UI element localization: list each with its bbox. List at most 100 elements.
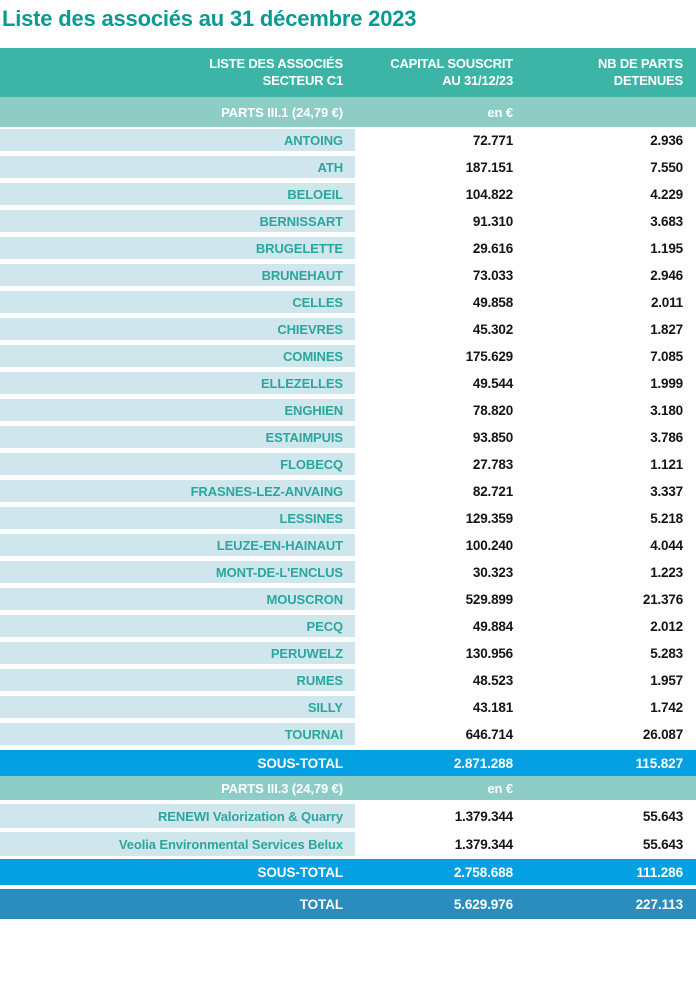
parts-value: 2.012 <box>520 618 696 634</box>
associate-name-cell: PERUWELZ <box>0 642 355 664</box>
associate-name: ESTAIMPUIS <box>265 429 344 445</box>
associate-name: MONT-DE-L'ENCLUS <box>215 564 343 580</box>
capital-value: 73.033 <box>355 267 520 283</box>
associate-name: ENGHIEN <box>284 402 343 418</box>
associate-name: FRASNES-LEZ-ANVAING <box>190 483 344 499</box>
associate-name-cell: ELLEZELLES <box>0 372 355 394</box>
capital-value: 48.523 <box>355 672 520 688</box>
subtotal-label: SOUS-TOTAL <box>257 755 344 771</box>
parts-value: 3.683 <box>520 213 696 229</box>
associate-name-cell: CELLES <box>0 291 355 313</box>
table-row: CELLES 49.858 2.011 <box>0 291 696 313</box>
table-row: PECQ 49.884 2.012 <box>0 615 696 637</box>
capital-value: 93.850 <box>355 429 520 445</box>
table-row: BERNISSART 91.310 3.683 <box>0 210 696 232</box>
table-row: ESTAIMPUIS 93.850 3.786 <box>0 426 696 448</box>
capital-value: 29.616 <box>355 240 520 256</box>
associate-name: TOURNAI <box>284 726 343 742</box>
parts-value: 1.999 <box>520 375 696 391</box>
associate-name: BRUGELETTE <box>255 240 343 256</box>
section2-label: PARTS III.3 (24,79 €) <box>221 780 343 796</box>
associate-name-cell: BRUGELETTE <box>0 237 355 259</box>
header-col-associates: LISTE DES ASSOCIÉS SECTEUR C1 <box>0 56 355 89</box>
parts-value: 1.827 <box>520 321 696 337</box>
capital-value: 27.783 <box>355 456 520 472</box>
associate-name: LEUZE-EN-HAINAUT <box>216 537 343 553</box>
capital-value: 72.771 <box>355 132 520 148</box>
subtotal-capital-value: 2.871.288 <box>453 755 513 771</box>
total-capital-value: 5.629.976 <box>453 896 513 912</box>
associate-name-cell: ANTOING <box>0 129 355 151</box>
table-row: LEUZE-EN-HAINAUT 100.240 4.044 <box>0 534 696 556</box>
table-row: TOURNAI 646.714 26.087 <box>0 723 696 745</box>
table-row: ANTOING 72.771 2.936 <box>0 129 696 151</box>
associate-name: BRUNEHAUT <box>261 267 344 283</box>
table-row: BRUGELETTE 29.616 1.195 <box>0 237 696 259</box>
capital-value: 529.899 <box>355 591 520 607</box>
associate-name-cell: TOURNAI <box>0 723 355 745</box>
header-col-capital-line1: CAPITAL SOUSCRIT <box>390 55 513 71</box>
table-row: ENGHIEN 78.820 3.180 <box>0 399 696 421</box>
parts-value: 4.044 <box>520 537 696 553</box>
capital-value: 175.629 <box>355 348 520 364</box>
associate-name: LESSINES <box>279 510 344 526</box>
associate-name: ANTOING <box>283 132 343 148</box>
parts-value: 1.195 <box>520 240 696 256</box>
total-row: TOTAL 5.629.976 227.113 <box>0 889 696 919</box>
table-header-row: LISTE DES ASSOCIÉS SECTEUR C1 CAPITAL SO… <box>0 48 696 97</box>
associate-name-cell: FRASNES-LEZ-ANVAING <box>0 480 355 502</box>
parts-value: 5.218 <box>520 510 696 526</box>
header-col-associates-line2: SECTEUR C1 <box>262 72 344 88</box>
capital-value: 78.820 <box>355 402 520 418</box>
capital-value: 100.240 <box>355 537 520 553</box>
associate-name-cell: COMINES <box>0 345 355 367</box>
capital-value: 129.359 <box>355 510 520 526</box>
parts-value: 26.087 <box>520 726 696 742</box>
parts-value: 3.786 <box>520 429 696 445</box>
parts-value: 1.742 <box>520 699 696 715</box>
header-col-capital: CAPITAL SOUSCRIT AU 31/12/23 <box>355 56 520 89</box>
capital-value: 646.714 <box>355 726 520 742</box>
header-col-parts-line2: DETENUES <box>613 72 683 88</box>
table-row: ELLEZELLES 49.544 1.999 <box>0 372 696 394</box>
associate-name: ELLEZELLES <box>260 375 343 391</box>
associate-name-cell: LEUZE-EN-HAINAUT <box>0 534 355 556</box>
section1-header-row: PARTS III.1 (24,79 €) en € <box>0 97 696 127</box>
subtotal-capital-value: 2.758.688 <box>453 864 513 880</box>
header-col-parts-line1: NB DE PARTS <box>598 55 683 71</box>
page-title: Liste des associés au 31 décembre 2023 <box>2 6 417 31</box>
total-parts-value: 227.113 <box>635 896 683 912</box>
associate-name-cell: RUMES <box>0 669 355 691</box>
parts-value: 1.223 <box>520 564 696 580</box>
associates-table: LISTE DES ASSOCIÉS SECTEUR C1 CAPITAL SO… <box>0 48 696 919</box>
parts-value: 21.376 <box>520 591 696 607</box>
associate-name-cell: CHIEVRES <box>0 318 355 340</box>
parts-value: 1.121 <box>520 456 696 472</box>
capital-value: 130.956 <box>355 645 520 661</box>
associate-name: PERUWELZ <box>270 645 343 661</box>
capital-value: 49.884 <box>355 618 520 634</box>
capital-value: 104.822 <box>355 186 520 202</box>
associate-name: MOUSCRON <box>266 591 344 607</box>
parts-value: 7.085 <box>520 348 696 364</box>
associate-name-cell: MONT-DE-L'ENCLUS <box>0 561 355 583</box>
subtotal-parts-value: 111.286 <box>636 864 683 880</box>
capital-value: 1.379.344 <box>355 808 520 824</box>
parts-value: 1.957 <box>520 672 696 688</box>
parts-value: 3.180 <box>520 402 696 418</box>
table-row: BELOEIL 104.822 4.229 <box>0 183 696 205</box>
associate-name-cell: BELOEIL <box>0 183 355 205</box>
associate-name: CHIEVRES <box>277 321 343 337</box>
associate-name: COMINES <box>283 348 343 364</box>
associate-name-cell: MOUSCRON <box>0 588 355 610</box>
capital-value: 1.379.344 <box>355 836 520 852</box>
parts-value: 2.011 <box>520 294 696 310</box>
associate-name-cell: RENEWI Valorization & Quarry <box>0 804 355 828</box>
capital-value: 30.323 <box>355 564 520 580</box>
section1-subtotal-row: SOUS-TOTAL 2.871.288 115.827 <box>0 750 696 776</box>
associate-name-cell: Veolia Environmental Services Belux <box>0 832 355 856</box>
capital-value: 187.151 <box>355 159 520 175</box>
associate-name-cell: FLOBECQ <box>0 453 355 475</box>
associate-name: BELOEIL <box>287 186 343 202</box>
